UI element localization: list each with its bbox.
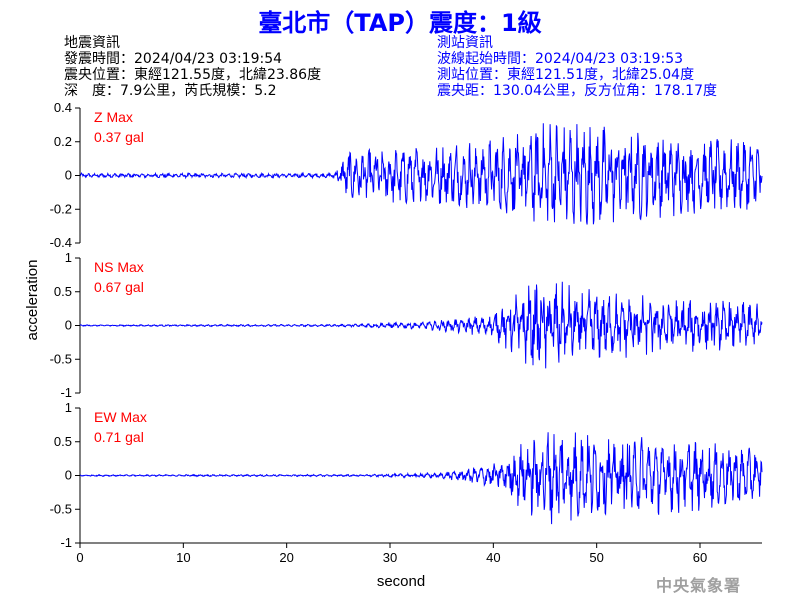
- x-tick-label: 20: [279, 550, 293, 565]
- y-tick-label: -0.5: [50, 501, 72, 516]
- x-tick-label: 40: [486, 550, 500, 565]
- y-tick-label: 0.4: [54, 100, 72, 115]
- x-tick-label: 10: [176, 550, 190, 565]
- max-value-ns: 0.67 gal: [94, 279, 144, 295]
- earthquake-info-heading: 地震資訊: [64, 35, 120, 51]
- x-tick-label: 0: [76, 550, 83, 565]
- panel-z: 0.4 0.2 0 -0.2 -0.4 Z Max 0.37 gal: [50, 100, 763, 250]
- y-tick-label: 1: [65, 400, 72, 415]
- origin-time: 發震時間：2024/04/23 03:19:54: [64, 51, 283, 67]
- max-label-z: Z Max: [94, 109, 133, 125]
- max-label-ew: EW Max: [94, 409, 147, 425]
- waveform-z: [79, 123, 763, 225]
- x-tick-label: 30: [383, 550, 397, 565]
- waveform-ns: [79, 281, 763, 369]
- max-label-ns: NS Max: [94, 259, 144, 275]
- max-value-ew: 0.71 gal: [94, 429, 144, 445]
- epicentral-distance: 震央距：130.04公里，反方位角：178.17度: [437, 83, 717, 99]
- agency-stamp: 中央氣象署: [656, 576, 742, 595]
- y-tick-label: 0.2: [54, 134, 72, 149]
- x-tick-label: 60: [693, 550, 707, 565]
- panel-ew: 1 0.5 0 -0.5 -1 EW Max 0.71 gal: [50, 400, 763, 550]
- station-info: 測站資訊 波線起始時間：2024/04/23 03:19:53 測站位置：東經1…: [437, 35, 717, 99]
- x-axis-label: second: [377, 573, 425, 590]
- y-tick-label: 0: [65, 168, 72, 183]
- y-tick-label: -0.2: [50, 201, 72, 216]
- y-tick-label: -1: [60, 385, 72, 400]
- x-tick-label: 50: [589, 550, 603, 565]
- y-tick-label: 0: [65, 318, 72, 333]
- station-location: 測站位置：東經121.51度，北緯25.04度: [437, 67, 695, 83]
- epicenter-location: 震央位置：東經121.55度，北緯23.86度: [64, 67, 322, 83]
- chart-title: 臺北市（TAP）震度：1級: [258, 9, 542, 37]
- y-tick-label: -0.5: [50, 351, 72, 366]
- y-tick-label: -1: [60, 535, 72, 550]
- y-tick-label: 0.5: [54, 434, 72, 449]
- y-tick-label: -0.4: [50, 235, 72, 250]
- wave-start-time: 波線起始時間：2024/04/23 03:19:53: [437, 51, 684, 67]
- y-tick-label: 0.5: [54, 284, 72, 299]
- y-tick-label: 0: [65, 468, 72, 483]
- y-tick-label: 1: [65, 250, 72, 265]
- earthquake-info: 地震資訊 發震時間：2024/04/23 03:19:54 震央位置：東經121…: [64, 35, 321, 99]
- max-value-z: 0.37 gal: [94, 129, 144, 145]
- depth-magnitude: 深 度：7.9公里，芮氏規模：5.2: [64, 83, 277, 99]
- waveform-ew: [80, 432, 763, 525]
- station-info-heading: 測站資訊: [437, 35, 493, 51]
- y-axis-label: acceleration: [24, 260, 41, 341]
- panel-ns: 1 0.5 0 -0.5 -1 NS Max 0.67 gal: [50, 250, 763, 400]
